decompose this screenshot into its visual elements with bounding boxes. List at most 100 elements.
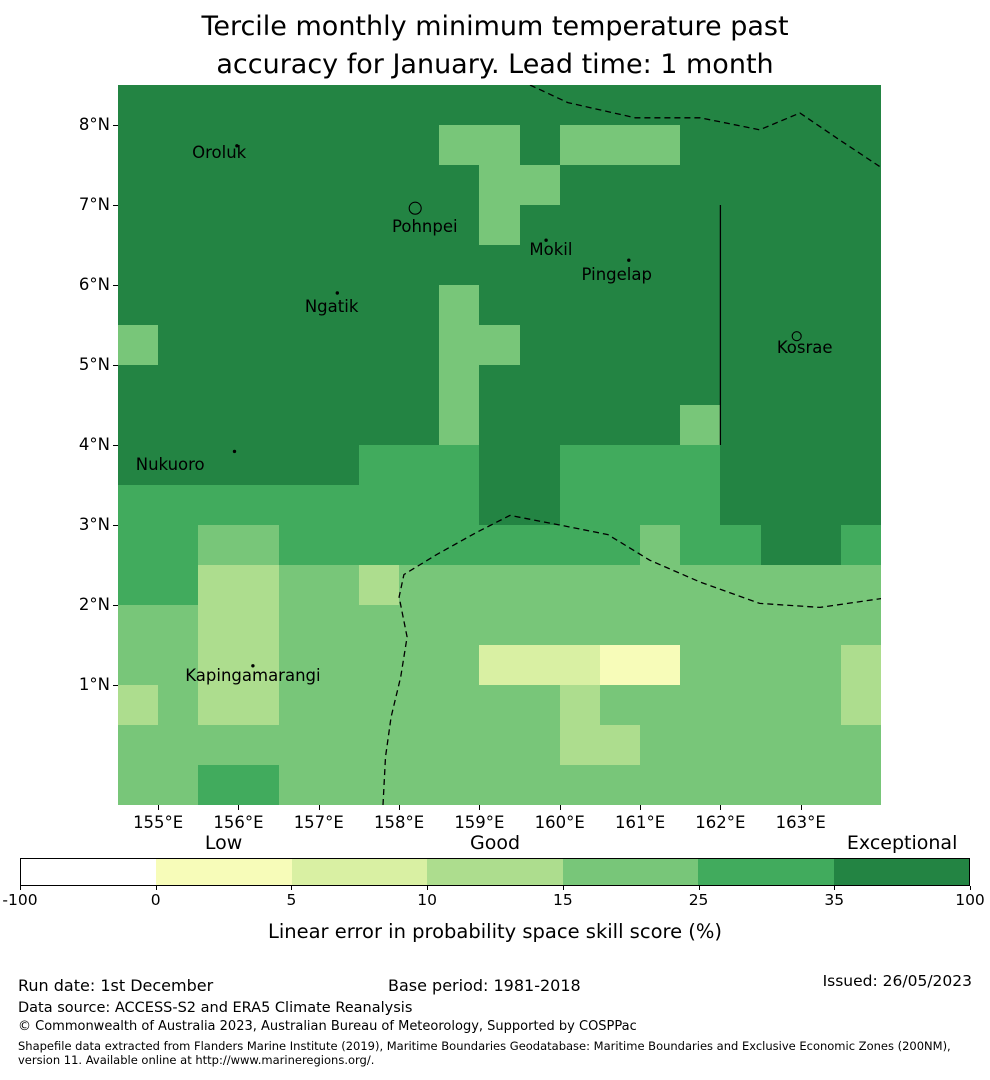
heatmap-cell xyxy=(198,365,240,407)
heatmap-cell xyxy=(599,565,642,607)
heatmap-cell xyxy=(800,445,843,487)
heatmap-cell xyxy=(479,164,522,207)
heatmap-cell xyxy=(439,605,481,647)
heatmap-cell xyxy=(840,365,881,407)
heatmap-cell xyxy=(278,685,321,727)
heatmap-cell xyxy=(599,325,642,367)
colorbar-tick-label: 100 xyxy=(955,891,985,909)
heatmap-cell xyxy=(519,485,562,527)
heatmap-cell xyxy=(840,325,881,367)
heatmap-cell xyxy=(840,724,881,767)
heatmap-cell xyxy=(720,565,763,607)
heatmap-cell xyxy=(479,565,522,607)
heatmap-cell xyxy=(479,485,522,527)
heatmap-cell xyxy=(399,244,441,287)
y-tickmark xyxy=(113,205,118,206)
heatmap-cell xyxy=(479,325,522,367)
heatmap-cell xyxy=(278,605,321,647)
colorbar-tickmark xyxy=(20,886,21,890)
heatmap-cell xyxy=(318,164,361,207)
heatmap-cell xyxy=(519,325,562,367)
x-tickmark xyxy=(559,805,561,810)
heatmap-cell xyxy=(720,325,763,367)
heatmap-cell xyxy=(559,685,602,727)
heatmap-cell xyxy=(479,685,522,727)
heatmap-cell xyxy=(439,445,481,487)
heatmap-cell xyxy=(800,605,843,647)
heatmap-cell xyxy=(238,445,281,487)
heatmap-cell xyxy=(318,724,361,767)
heatmap-cell xyxy=(118,485,160,527)
heatmap-cell xyxy=(680,445,722,487)
heatmap-cell xyxy=(399,124,441,167)
heatmap-cell xyxy=(238,724,281,767)
heatmap-cell xyxy=(118,445,160,487)
heatmap-cell xyxy=(238,685,281,727)
heatmap-cell xyxy=(519,525,562,567)
heatmap-cell xyxy=(640,724,682,767)
heatmap-cell xyxy=(840,404,881,447)
heatmap-cell xyxy=(238,525,281,567)
heatmap-cell xyxy=(559,205,602,247)
colorbar-tickmark xyxy=(562,886,564,890)
heatmap-cell xyxy=(599,525,642,567)
heatmap-cell xyxy=(318,485,361,527)
heatmap-cell xyxy=(519,645,562,687)
heatmap-cell xyxy=(640,244,682,287)
colorbar-tick-label: 10 xyxy=(417,891,437,909)
chart-title: Tercile monthly minimum temperature past… xyxy=(201,11,789,80)
heatmap-cell xyxy=(800,485,843,527)
heatmap-cell xyxy=(198,724,240,767)
heatmap-cell xyxy=(840,85,881,127)
colorbar xyxy=(20,858,970,886)
heatmap-cell xyxy=(118,365,160,407)
heatmap-cell xyxy=(158,605,200,647)
heatmap-cell xyxy=(760,525,803,567)
heatmap-cell xyxy=(640,124,682,167)
x-axis-tick-label: 160°E xyxy=(534,813,585,832)
heatmap-cell xyxy=(439,525,481,567)
heatmap-cell xyxy=(680,565,722,607)
heatmap-cell xyxy=(640,164,682,207)
heatmap-cell xyxy=(238,605,281,647)
heatmap-cell xyxy=(599,605,642,647)
colorbar-segment xyxy=(156,859,292,885)
heatmap-cell xyxy=(158,645,200,687)
heatmap-cell xyxy=(158,85,200,127)
heatmap-cell xyxy=(559,244,602,287)
x-axis-tick-label: 163°E xyxy=(775,813,826,832)
heatmap-cell xyxy=(559,285,602,327)
heatmap-cell xyxy=(158,404,200,447)
heatmap-cell xyxy=(198,205,240,247)
heatmap-cell xyxy=(680,85,722,127)
heatmap-cell xyxy=(479,724,522,767)
heatmap-cell xyxy=(800,404,843,447)
colorbar-tick-label: 15 xyxy=(552,891,573,909)
heatmap-cell xyxy=(399,565,441,607)
heatmap-cell xyxy=(238,325,281,367)
heatmap-cell xyxy=(599,365,642,407)
heatmap-cell xyxy=(278,445,321,487)
colorbar-segment xyxy=(833,859,969,885)
heatmap-cell xyxy=(358,205,401,247)
y-tickmark xyxy=(113,285,118,286)
heatmap-cell xyxy=(559,645,602,687)
y-tickmark xyxy=(113,445,118,446)
colorbar-segment xyxy=(562,859,699,885)
x-axis-tick-label: 158°E xyxy=(374,813,425,832)
heatmap-cell xyxy=(640,365,682,407)
heatmap-cell xyxy=(559,164,602,207)
heatmap-cell xyxy=(519,285,562,327)
heatmap-cell xyxy=(158,244,200,287)
copyright-text: © Commonwealth of Australia 2023, Austra… xyxy=(18,1019,637,1034)
heatmap-cell xyxy=(198,565,240,607)
heatmap-cell xyxy=(278,285,321,327)
heatmap-cell xyxy=(479,605,522,647)
heatmap-cell xyxy=(840,565,881,607)
heatmap-cell xyxy=(760,645,803,687)
heatmap-cell xyxy=(800,164,843,207)
heatmap-cell xyxy=(238,164,281,207)
heatmap-cell xyxy=(118,565,160,607)
heatmap-cell xyxy=(439,244,481,287)
heatmap-cell xyxy=(439,205,481,247)
